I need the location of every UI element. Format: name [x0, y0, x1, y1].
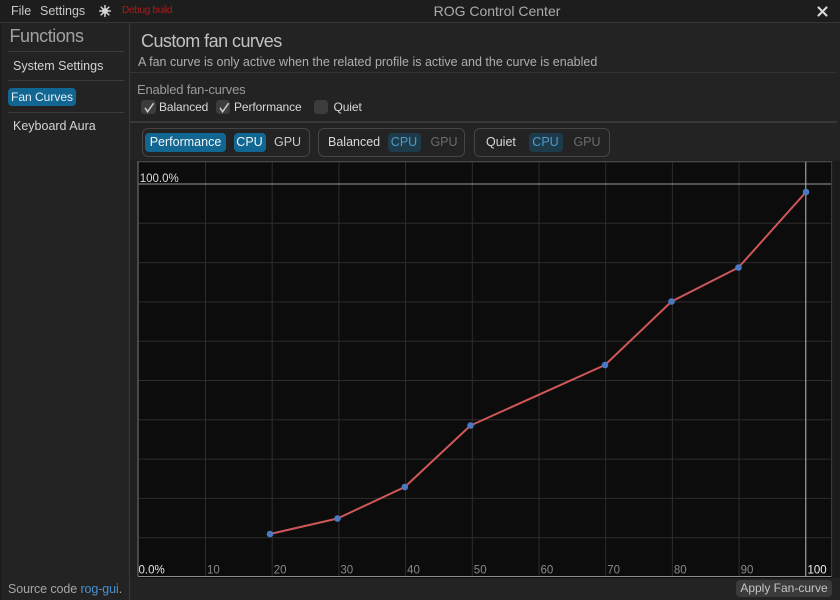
svg-text:50: 50: [474, 565, 487, 577]
svg-text:60: 60: [541, 565, 554, 577]
svg-text:70: 70: [607, 565, 620, 577]
svg-text:10: 10: [207, 565, 220, 577]
svg-text:100: 100: [808, 565, 827, 577]
svg-text:90: 90: [741, 565, 754, 577]
svg-text:40: 40: [407, 565, 420, 577]
svg-text:100.0%: 100.0%: [140, 173, 179, 185]
svg-text:30: 30: [340, 565, 353, 577]
svg-text:0.0%: 0.0%: [139, 565, 165, 577]
svg-text:80: 80: [674, 565, 687, 577]
svg-text:20: 20: [274, 565, 287, 577]
